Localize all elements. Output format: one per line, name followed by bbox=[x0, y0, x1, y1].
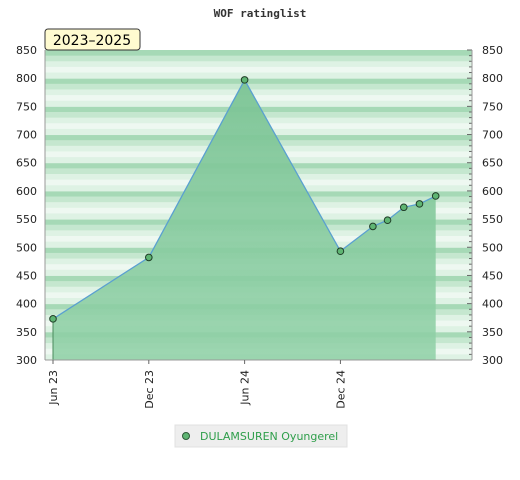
period-label: 2023–2025 bbox=[53, 33, 131, 49]
y-tick-label: 400 bbox=[482, 298, 503, 311]
grid-band bbox=[45, 95, 472, 102]
y-tick-label: 650 bbox=[16, 157, 37, 170]
grid-band bbox=[45, 78, 472, 85]
y-tick-label: 500 bbox=[16, 241, 37, 254]
y-tick-label: 850 bbox=[482, 44, 503, 57]
y-tick-label: 400 bbox=[16, 298, 37, 311]
series-point bbox=[369, 222, 377, 231]
y-tick-label: 800 bbox=[482, 72, 503, 85]
series-area bbox=[53, 79, 436, 361]
y-tick-label: 700 bbox=[16, 129, 37, 142]
y-tick-labels-right: 300 350 400 450 500 550 600 650 700 750 800 850 bbox=[482, 44, 503, 367]
x-tick-label: Dec 24 bbox=[334, 370, 347, 409]
chart-title: WOF ratinglist bbox=[214, 7, 307, 20]
y-tick-label: 650 bbox=[482, 157, 503, 170]
grid-band bbox=[45, 89, 472, 96]
y-tick-label: 550 bbox=[482, 213, 503, 226]
y-tick-labels-left: 300 350 400 450 500 550 600 650 700 750 800 850 bbox=[16, 44, 37, 367]
series-point bbox=[336, 247, 345, 256]
series-point bbox=[49, 315, 57, 323]
series-point bbox=[431, 192, 440, 200]
y-tick-label: 350 bbox=[16, 326, 37, 339]
y-tick-label: 300 bbox=[16, 354, 37, 367]
y-tick-label: 750 bbox=[16, 100, 37, 113]
series-point bbox=[399, 203, 408, 212]
y-tick-label: 600 bbox=[16, 185, 37, 198]
y-tick-label: 300 bbox=[482, 354, 503, 367]
y-tick-label: 450 bbox=[482, 269, 503, 282]
series-markers bbox=[49, 76, 440, 360]
grid-band bbox=[45, 50, 472, 57]
y-tick-label: 550 bbox=[16, 213, 37, 226]
legend-label: DULAMSUREN Oyungerel bbox=[200, 430, 338, 443]
y-tick-label: 350 bbox=[482, 326, 503, 339]
period-badge: 2023–2025 bbox=[44, 28, 141, 51]
y-tick-label: 850 bbox=[16, 44, 37, 57]
legend-marker bbox=[182, 432, 190, 440]
grid-band bbox=[45, 55, 472, 62]
y-tick-label: 500 bbox=[482, 241, 503, 254]
series-point bbox=[240, 76, 249, 84]
y-tick-label: 450 bbox=[16, 269, 37, 282]
legend: DULAMSUREN Oyungerel bbox=[174, 424, 348, 448]
series-point bbox=[145, 253, 153, 262]
x-tick-label: Jun 23 bbox=[47, 370, 60, 406]
y-tick-label: 800 bbox=[16, 72, 37, 85]
grid-band bbox=[45, 61, 472, 68]
x-tick-label: Dec 23 bbox=[143, 370, 156, 409]
x-tick-label: Jun 24 bbox=[239, 370, 252, 406]
grid-band bbox=[45, 66, 472, 74]
y-tick-label: 700 bbox=[482, 129, 503, 142]
series-point bbox=[415, 200, 424, 208]
y-tick-label: 600 bbox=[482, 185, 503, 198]
grid-band bbox=[45, 72, 472, 79]
y-tick-label: 750 bbox=[482, 100, 503, 113]
grid-band bbox=[45, 83, 472, 90]
series-point bbox=[383, 216, 392, 225]
x-tick-labels: Jun 23 Dec 23 Jun 24 Dec 24 bbox=[47, 360, 347, 409]
